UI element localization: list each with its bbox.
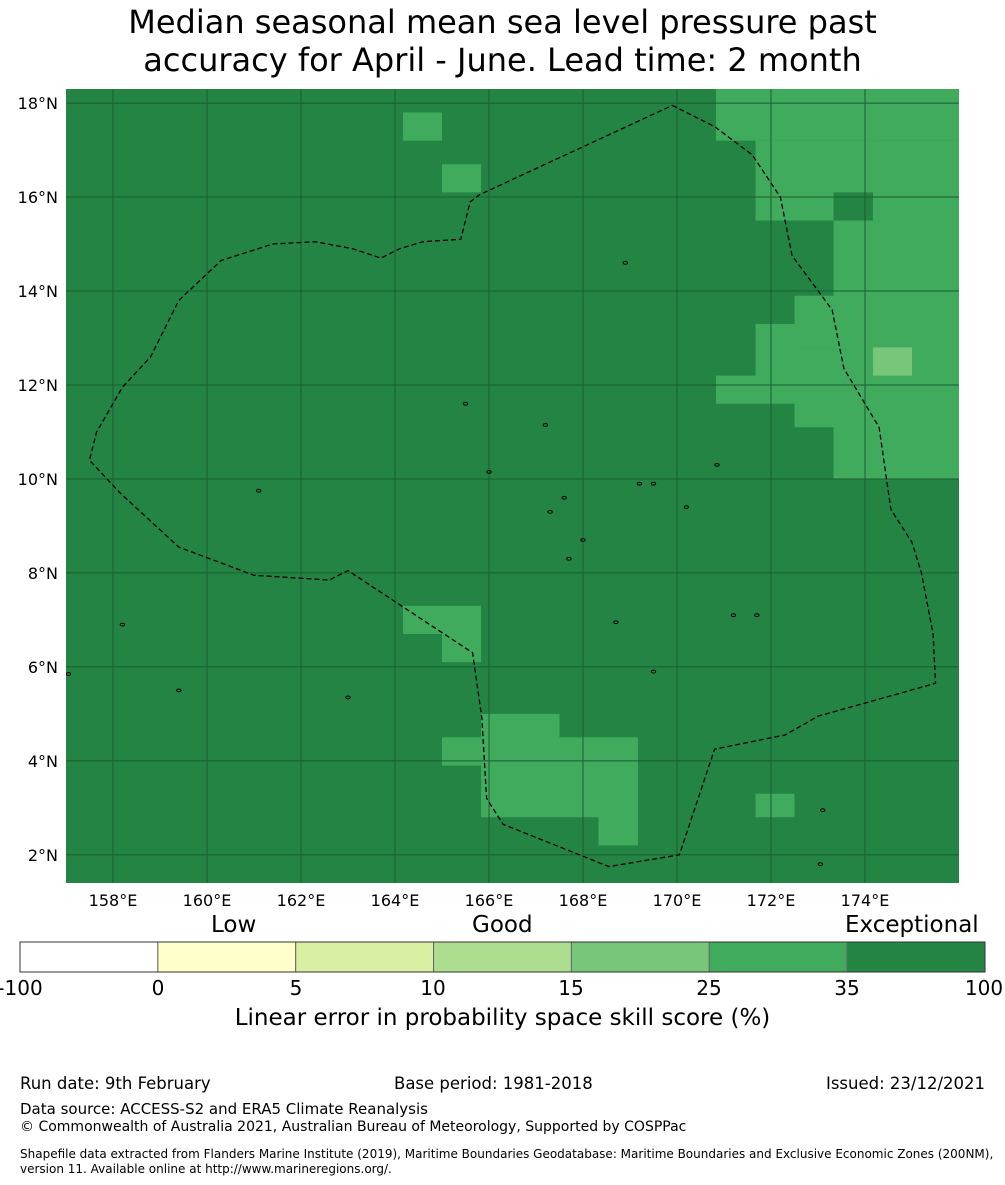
colorbar-segment xyxy=(295,941,435,973)
skill-cell xyxy=(402,605,482,634)
colorbar-frame xyxy=(19,941,986,973)
skill-cell xyxy=(755,323,795,404)
island xyxy=(486,470,492,474)
lon-tick-label: 172°E xyxy=(747,891,796,910)
island xyxy=(66,672,72,676)
run-date: Run date: 9th February xyxy=(20,1074,211,1093)
skill-cell xyxy=(402,112,442,141)
lon-tick-labels: 158°E 160°E 162°E 164°E 166°E 168°E 170°E 172°E… xyxy=(89,891,890,910)
island xyxy=(547,509,553,514)
island xyxy=(345,695,351,700)
skill-cell xyxy=(559,737,599,818)
island xyxy=(650,669,657,674)
skill-cell xyxy=(755,140,873,193)
chart-title-line1: Median seasonal mean sea level pressure … xyxy=(128,3,877,41)
lat-tick-label: 10°N xyxy=(18,470,58,489)
shapefile-credit-line2: version 11. Available online at http://w… xyxy=(20,1162,392,1176)
skill-cell xyxy=(598,737,638,846)
island xyxy=(754,613,760,618)
skill-cell xyxy=(794,347,834,428)
lat-tick-label: 4°N xyxy=(28,752,58,771)
islands xyxy=(66,260,826,867)
colorbar-segment xyxy=(433,941,572,973)
colorbar-tick: 10 xyxy=(420,976,446,1000)
data-source: Data source: ACCESS-S2 and ERA5 Climate … xyxy=(20,1100,428,1118)
chart-title-line2: accuracy for April - June. Lead time: 2 … xyxy=(143,41,862,79)
base-period: Base period: 1981-2018 xyxy=(394,1074,593,1093)
copyright: © Commonwealth of Australia 2021, Austra… xyxy=(20,1119,687,1135)
skill-cell xyxy=(481,713,560,818)
island xyxy=(176,688,182,693)
colorbar-tick: 25 xyxy=(696,976,722,1000)
skill-cell xyxy=(794,295,834,348)
island xyxy=(622,260,628,265)
island xyxy=(730,613,737,618)
skill-cells xyxy=(402,89,959,846)
colorbar-tick: 5 xyxy=(289,976,303,1000)
island xyxy=(817,862,824,867)
colorbar-heading-exceptional: Exceptional xyxy=(845,912,979,938)
island xyxy=(820,808,826,813)
lat-tick-label: 12°N xyxy=(18,376,58,395)
island xyxy=(613,620,619,625)
island xyxy=(580,538,586,542)
island xyxy=(566,556,572,561)
island xyxy=(561,495,567,500)
lat-tick-label: 14°N xyxy=(18,282,58,301)
colorbar-segment xyxy=(846,941,986,973)
skill-cell xyxy=(872,347,912,376)
lon-tick-label: 164°E xyxy=(371,891,420,910)
lon-tick-label: 162°E xyxy=(277,891,326,910)
skill-cell xyxy=(716,89,959,141)
lon-tick-label: 158°E xyxy=(89,891,138,910)
lat-tick-label: 2°N xyxy=(28,846,58,865)
island xyxy=(256,488,262,493)
lon-tick-label: 166°E xyxy=(465,891,514,910)
island xyxy=(683,505,690,510)
colorbar-segment xyxy=(19,941,159,973)
island xyxy=(462,401,469,406)
colorbar-tick: 15 xyxy=(558,976,584,1000)
lat-tick-label: 6°N xyxy=(28,658,58,677)
colorbar-segment xyxy=(708,941,848,973)
lat-tick-labels: 2°N 4°N 6°N 8°N 10°N 12°N 14°N 16°N 18°N xyxy=(18,94,58,865)
skill-cell xyxy=(442,164,482,193)
colorbar-heading-good: Good xyxy=(472,912,533,938)
colorbar-tick: 35 xyxy=(834,976,860,1000)
colorbar-segment xyxy=(570,941,710,973)
colorbar-heading-low: Low xyxy=(211,912,257,938)
island xyxy=(542,423,549,427)
colorbar xyxy=(19,941,986,973)
island xyxy=(119,622,126,627)
lat-tick-label: 18°N xyxy=(18,94,58,113)
lon-tick-label: 168°E xyxy=(559,891,608,910)
lon-tick-label: 170°E xyxy=(653,891,702,910)
skill-cell xyxy=(716,375,756,404)
eez-boundary xyxy=(88,104,937,868)
lat-tick-label: 16°N xyxy=(18,188,58,207)
colorbar-label: Linear error in probability space skill … xyxy=(234,1005,771,1031)
shapefile-credit-line1: Shapefile data extracted from Flanders M… xyxy=(20,1147,994,1161)
skill-cell xyxy=(755,793,795,818)
skill-cell xyxy=(442,633,482,663)
colorbar-tick: 0 xyxy=(151,976,165,1000)
map-gridlines xyxy=(66,89,959,883)
lon-tick-label: 160°E xyxy=(183,891,232,910)
skill-cell xyxy=(872,140,959,221)
island xyxy=(650,481,657,486)
colorbar-tick: -100 xyxy=(0,976,43,1000)
lon-tick-label: 174°E xyxy=(841,891,890,910)
issued-date: Issued: 23/12/2021 xyxy=(825,1074,985,1093)
lat-tick-label: 8°N xyxy=(28,564,58,583)
island xyxy=(714,462,720,467)
island xyxy=(636,481,643,486)
colorbar-tick: 100 xyxy=(964,976,1004,1000)
colorbar-segment xyxy=(157,941,297,973)
